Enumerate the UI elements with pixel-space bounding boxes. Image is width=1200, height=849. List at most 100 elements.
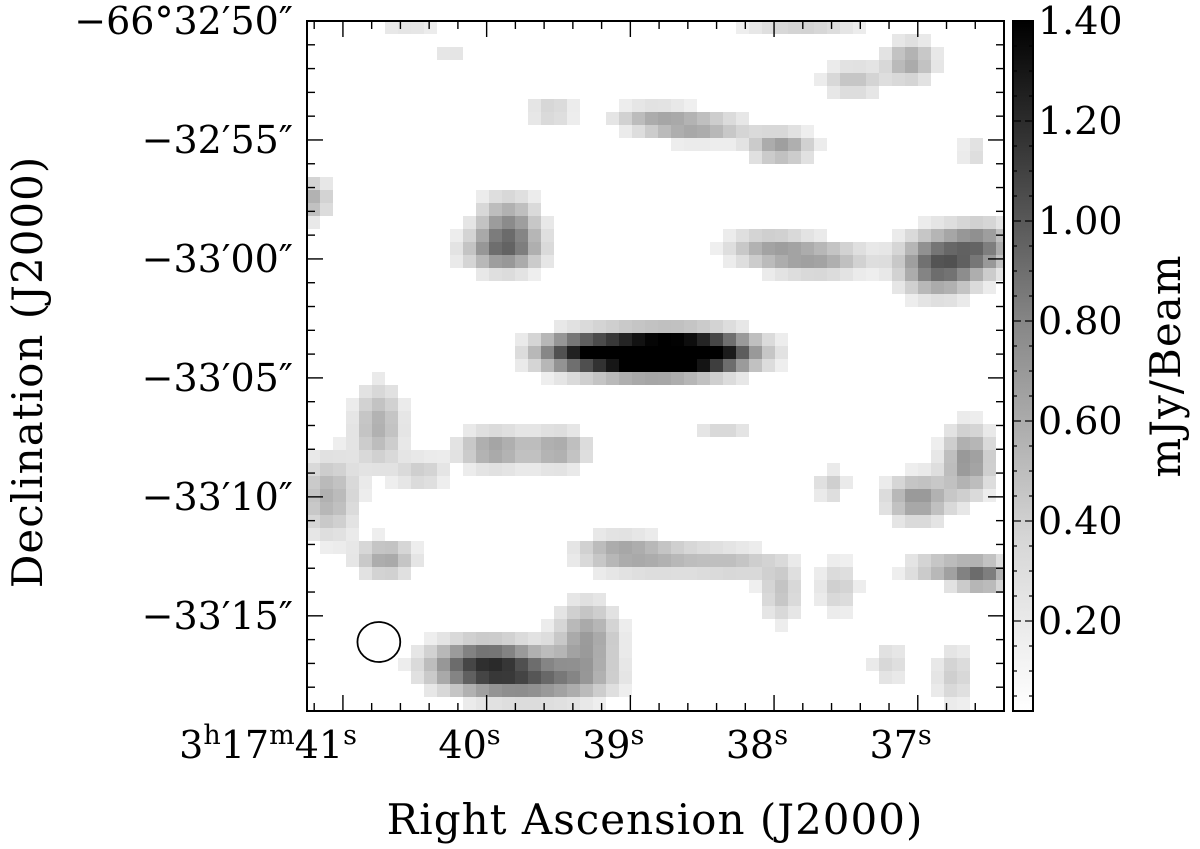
heatmap-cell: [983, 554, 996, 567]
heatmap-cell: [723, 346, 736, 359]
heatmap-cell: [840, 86, 853, 99]
heatmap-cell: [749, 21, 762, 34]
heatmap-cell: [515, 463, 528, 476]
heatmap-cell: [749, 255, 762, 268]
heatmap-cell: [528, 203, 541, 216]
heatmap-cell: [918, 229, 931, 242]
heatmap-cell: [346, 476, 359, 489]
heatmap-cell: [593, 593, 606, 606]
heatmap-cell: [970, 437, 983, 450]
heatmap-cell: [489, 437, 502, 450]
heatmap-cell: [996, 242, 1004, 255]
heatmap-cell: [814, 593, 827, 606]
heatmap-cell: [372, 528, 385, 541]
y-tick-label: −32′55″: [142, 118, 293, 162]
heatmap-cell: [957, 450, 970, 463]
heatmap-cell: [619, 645, 632, 658]
heatmap-cell: [528, 216, 541, 229]
heatmap-cell: [489, 671, 502, 684]
heatmap-cell: [489, 190, 502, 203]
heatmap-cell: [762, 606, 775, 619]
heatmap-cell: [359, 411, 372, 424]
heatmap-cell: [541, 463, 554, 476]
heatmap-cell: [918, 502, 931, 515]
heatmap-cell: [554, 450, 567, 463]
heatmap-cell: [697, 567, 710, 580]
heatmap-cell: [775, 229, 788, 242]
heatmap-cell: [788, 606, 801, 619]
heatmap-cell: [515, 684, 528, 697]
heatmap-cell: [684, 554, 697, 567]
heatmap-cell: [983, 242, 996, 255]
heatmap-cell: [307, 528, 320, 541]
heatmap-cell: [944, 580, 957, 593]
heatmap-cell: [502, 190, 515, 203]
heatmap-cell: [840, 255, 853, 268]
heatmap-cell: [307, 190, 320, 203]
heatmap-cell: [502, 645, 515, 658]
heatmap-cell: [905, 242, 918, 255]
heatmap-cell: [983, 437, 996, 450]
heatmap-cell: [944, 294, 957, 307]
heatmap-cell: [528, 359, 541, 372]
heatmap-cell: [749, 138, 762, 151]
heatmap-cell: [814, 21, 827, 34]
heatmap-cell: [606, 554, 619, 567]
heatmap-cell: [320, 190, 333, 203]
heatmap-cell: [827, 255, 840, 268]
heatmap-cell: [957, 567, 970, 580]
heatmap-cell: [853, 255, 866, 268]
heatmap-cell: [554, 632, 567, 645]
heatmap-cell: [684, 359, 697, 372]
heatmap-cell: [385, 567, 398, 580]
heatmap-cell: [684, 99, 697, 112]
heatmap-cell: [671, 359, 684, 372]
heatmap-cell: [892, 47, 905, 60]
x-tick-label: 39s: [582, 720, 644, 767]
heatmap-cell: [515, 450, 528, 463]
heatmap-cell: [658, 112, 671, 125]
heatmap-cell: [931, 60, 944, 73]
heatmap-cell: [385, 385, 398, 398]
heatmap-cell: [450, 658, 463, 671]
heatmap-cell: [918, 242, 931, 255]
colorbar-tick-label: 1.00: [1038, 199, 1123, 243]
colorbar: [1012, 20, 1034, 712]
heatmap-cell: [619, 359, 632, 372]
heatmap-cell: [320, 541, 333, 554]
heatmap-cell: [593, 697, 606, 710]
heatmap-cell: [957, 424, 970, 437]
heatmap-cell: [593, 333, 606, 346]
heatmap-cell: [606, 658, 619, 671]
heatmap-cell: [606, 541, 619, 554]
heatmap-cell: [541, 229, 554, 242]
heatmap-cell: [736, 541, 749, 554]
heatmap-cell: [983, 216, 996, 229]
heatmap-cell: [346, 541, 359, 554]
heatmap-cell: [528, 242, 541, 255]
heatmap-cell: [762, 333, 775, 346]
heatmap-cell: [892, 255, 905, 268]
heatmap-cell: [515, 424, 528, 437]
heatmap-cell: [424, 463, 437, 476]
heatmap-cell: [346, 411, 359, 424]
heatmap-cell: [905, 229, 918, 242]
heatmap-cell: [788, 580, 801, 593]
heatmap-cell: [333, 502, 346, 515]
heatmap-cell: [931, 567, 944, 580]
heatmap-cell: [398, 398, 411, 411]
heatmap-cell: [788, 593, 801, 606]
heatmap-cell: [502, 242, 515, 255]
heatmap-cell: [528, 99, 541, 112]
heatmap-cell: [866, 255, 879, 268]
heatmap-cell: [528, 671, 541, 684]
heatmap-cell: [931, 476, 944, 489]
heatmap-cell: [918, 255, 931, 268]
heatmap-cell: [398, 21, 411, 34]
heatmap-cell: [372, 463, 385, 476]
heatmap-cell: [736, 554, 749, 567]
heatmap-cell: [983, 229, 996, 242]
heatmap-cell: [658, 125, 671, 138]
heatmap-cell: [372, 411, 385, 424]
